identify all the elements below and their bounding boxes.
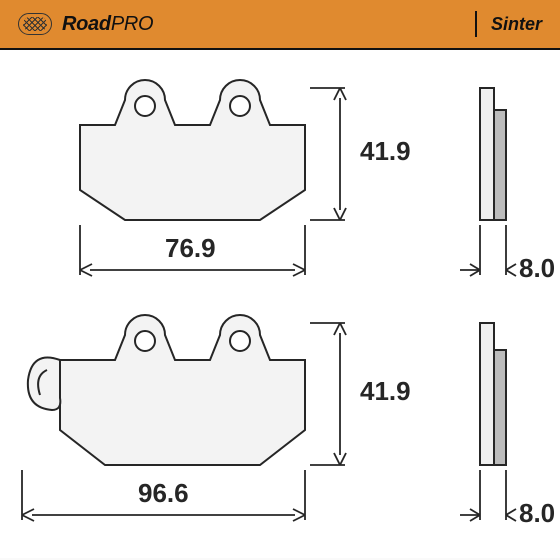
subbrand-group: Sinter (475, 11, 542, 37)
pad1-thickness-label: 8.0 (519, 253, 555, 284)
pad2-height-label: 41.9 (360, 376, 411, 407)
brand-bold: Road (62, 13, 111, 35)
pad1-height-label: 41.9 (360, 136, 411, 167)
pad1-height-dim (310, 88, 346, 220)
pad2-thickness-label: 8.0 (519, 498, 555, 529)
pad1-thickness-dim (460, 225, 516, 276)
pad1-side (480, 88, 506, 220)
header-bar: RoadPRO Sinter (0, 0, 560, 48)
technical-drawing (0, 50, 560, 558)
pad2-width-label: 96.6 (138, 478, 189, 509)
pad1-front (80, 80, 305, 220)
pad2-front (28, 315, 305, 465)
header-divider (475, 11, 477, 37)
diagram-area: 41.9 76.9 8.0 41.9 96.6 8.0 (0, 50, 560, 558)
pad1-width-label: 76.9 (165, 233, 216, 264)
brand-light: PRO (111, 13, 153, 35)
pad2-thickness-dim (460, 470, 516, 521)
logo-icon (18, 13, 52, 35)
subbrand-text: Sinter (491, 14, 542, 35)
pad2-side (480, 323, 506, 465)
brand-group: RoadPRO (18, 13, 153, 36)
pad2-height-dim (310, 323, 346, 465)
brand-text: RoadPRO (62, 13, 153, 36)
